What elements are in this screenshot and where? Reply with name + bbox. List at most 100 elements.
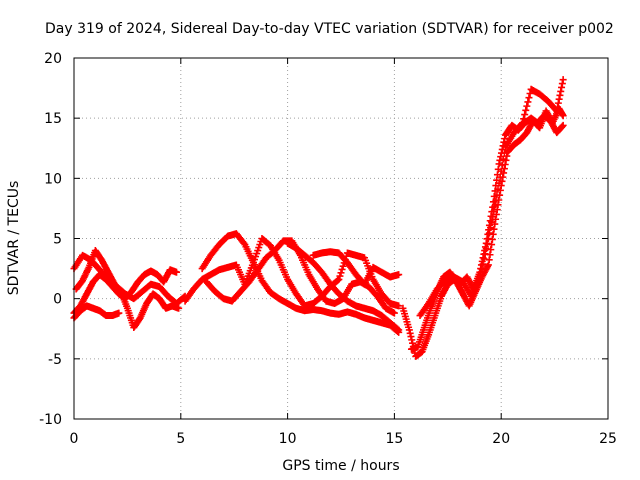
data-point [489, 230, 497, 238]
series-arc-8 [284, 239, 403, 334]
x-axis-label: GPS time / hours [282, 458, 399, 474]
data-point [336, 272, 344, 280]
data-point [484, 235, 492, 242]
data-point [559, 76, 567, 84]
series-arc-5 [198, 230, 403, 336]
data-point [480, 255, 488, 263]
data-point [337, 269, 345, 277]
data-point [488, 241, 496, 249]
data-point [494, 201, 502, 209]
data-point [554, 103, 562, 111]
data-point [482, 245, 490, 253]
data-series [70, 76, 567, 360]
data-point [523, 102, 531, 110]
data-point [394, 325, 402, 333]
x-tick-label: 25 [599, 431, 617, 447]
data-point [487, 224, 495, 232]
plot-frame [73, 57, 609, 420]
data-point [496, 156, 504, 164]
grid [74, 58, 608, 419]
data-point [407, 333, 415, 341]
data-point [496, 173, 504, 181]
data-point [476, 275, 484, 283]
y-tick-label: -10 [39, 412, 62, 428]
data-point [499, 155, 507, 163]
data-point [390, 309, 398, 317]
x-tick-label: 10 [279, 431, 297, 447]
data-point [558, 122, 566, 130]
data-point [555, 95, 563, 103]
data-point [494, 185, 502, 193]
data-point [406, 329, 414, 337]
series-arc-1 [70, 251, 189, 307]
data-point [497, 167, 505, 175]
data-point [486, 251, 494, 259]
data-point [395, 271, 403, 279]
data-point [173, 268, 181, 276]
data-point [490, 225, 498, 233]
data-point [492, 197, 500, 205]
series-arc-4 [70, 302, 123, 322]
y-tick-label: 10 [44, 171, 62, 187]
data-point [485, 256, 493, 264]
data-point [484, 261, 492, 269]
data-point [408, 336, 416, 344]
tick-labels: 0 5 10 15 20 25 -10 -5 0 5 10 15 20 [39, 51, 617, 447]
series-arc-9 [309, 248, 403, 288]
data-point [525, 94, 533, 102]
data-point [520, 115, 528, 123]
x-tick-label: 5 [176, 431, 185, 447]
y-axis-label: SDTVAR / TECUs [6, 181, 22, 296]
data-point [479, 260, 487, 268]
data-point [479, 254, 487, 262]
y-tick-label: -5 [48, 352, 62, 368]
data-point [489, 213, 497, 221]
data-point [486, 217, 494, 225]
data-point [558, 80, 566, 88]
data-point [395, 326, 403, 334]
data-point [521, 111, 529, 119]
data-point [335, 275, 343, 283]
data-point [524, 98, 532, 106]
series-arc-11 [407, 105, 567, 353]
x-tick-label: 15 [385, 431, 403, 447]
data-point [554, 99, 562, 107]
data-point [493, 191, 501, 199]
x-tick-label: 20 [492, 431, 510, 447]
data-point [556, 91, 564, 99]
series-arc-3 [72, 247, 183, 332]
series-arc-6 [181, 235, 403, 310]
data-point [490, 207, 498, 215]
data-point [339, 262, 347, 270]
data-point [240, 239, 248, 247]
data-point [558, 83, 566, 91]
data-point [334, 276, 342, 284]
data-point [553, 107, 561, 115]
y-tick-label: 15 [44, 111, 62, 127]
y-tick-label: 20 [44, 51, 62, 67]
data-point [405, 326, 413, 334]
data-point [491, 202, 499, 210]
data-point [478, 265, 486, 273]
data-point [498, 161, 506, 169]
data-point [557, 87, 565, 95]
data-point [395, 302, 403, 310]
chart-title: Day 319 of 2024, Sidereal Day-to-day VTE… [45, 21, 614, 37]
y-tick-label: 5 [53, 232, 62, 248]
series-arc-12 [416, 76, 567, 320]
data-point [488, 235, 496, 243]
data-point [115, 309, 123, 317]
data-point [495, 160, 503, 168]
data-point [477, 270, 485, 278]
data-point [517, 120, 525, 128]
data-point [487, 246, 495, 254]
data-point [522, 106, 530, 114]
x-tick-label: 0 [70, 431, 79, 447]
data-point [495, 179, 503, 187]
data-point [519, 119, 527, 127]
data-point [481, 250, 489, 258]
data-point [485, 229, 493, 237]
data-point [483, 240, 491, 248]
data-point [488, 218, 496, 226]
